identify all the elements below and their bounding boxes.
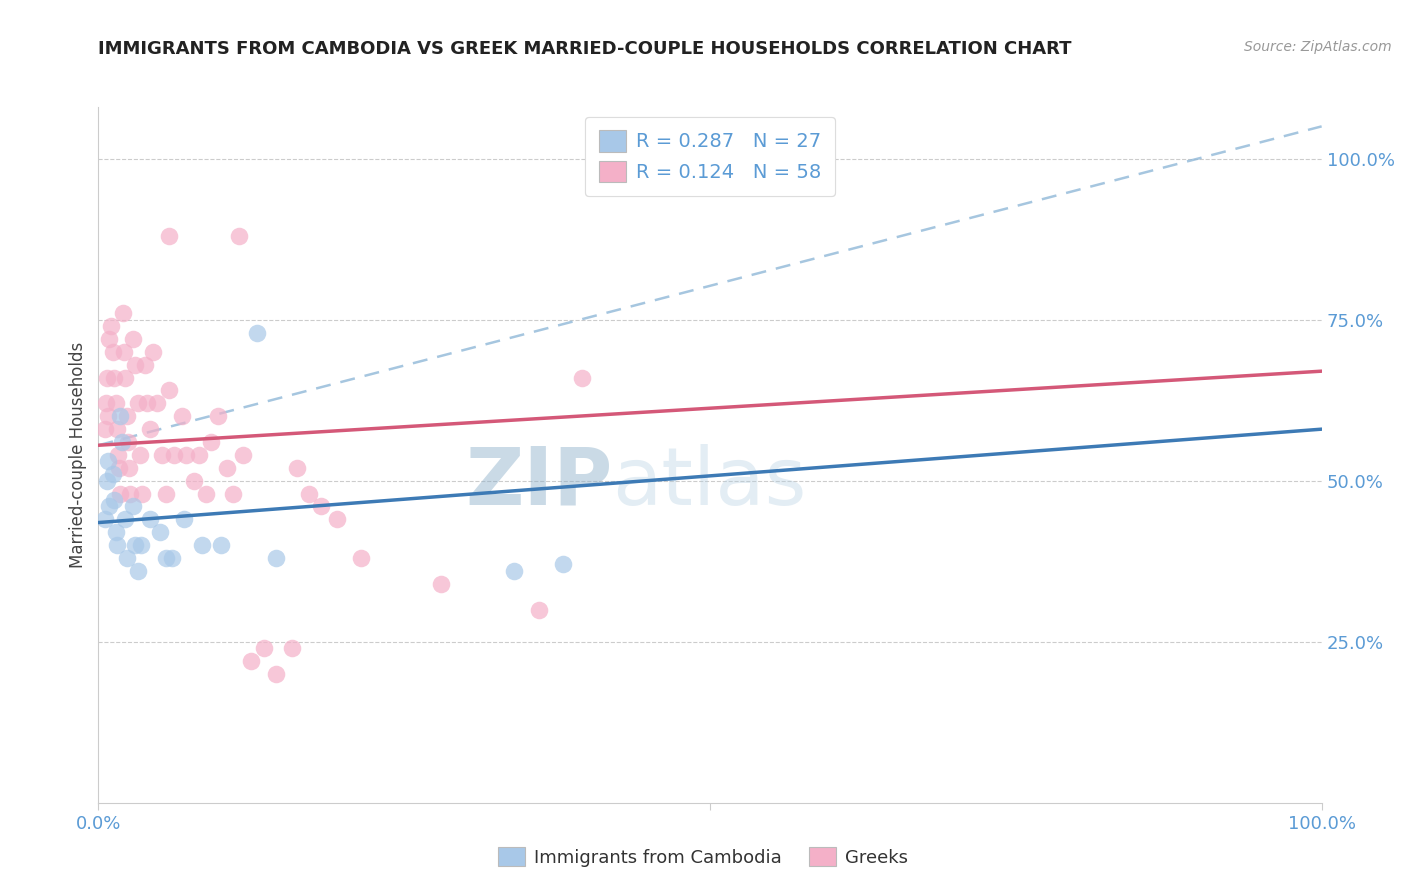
Point: [176, 448, 198, 462]
Point: [160, 551, 183, 566]
Point: [155, 486, 177, 500]
Point: [298, 486, 321, 500]
Point: [280, 641, 302, 656]
Point: [98, 500, 121, 514]
Point: [120, 486, 142, 500]
Point: [121, 500, 143, 514]
Text: atlas: atlas: [612, 443, 807, 522]
Point: [98, 332, 121, 346]
Point: [101, 467, 124, 482]
Point: [228, 228, 250, 243]
Point: [97, 454, 120, 468]
Point: [430, 576, 453, 591]
Point: [142, 344, 165, 359]
Point: [129, 538, 152, 552]
Point: [124, 358, 146, 372]
Point: [215, 460, 238, 475]
Point: [127, 564, 149, 578]
Point: [100, 319, 122, 334]
Point: [121, 332, 143, 346]
Point: [173, 512, 195, 526]
Point: [96, 474, 118, 488]
Point: [155, 551, 177, 566]
Point: [139, 422, 162, 436]
Point: [114, 512, 136, 526]
Point: [157, 384, 180, 398]
Point: [114, 370, 136, 384]
Point: [111, 435, 134, 450]
Point: [134, 358, 156, 372]
Point: [264, 551, 287, 566]
Point: [104, 396, 127, 410]
Point: [187, 448, 209, 462]
Y-axis label: Married-couple Households: Married-couple Households: [69, 342, 87, 568]
Point: [105, 422, 128, 436]
Point: [129, 448, 152, 462]
Point: [105, 538, 128, 552]
Point: [104, 525, 127, 540]
Point: [117, 435, 139, 450]
Point: [207, 409, 229, 424]
Point: [170, 409, 193, 424]
Point: [252, 641, 274, 656]
Point: [127, 396, 149, 410]
Point: [191, 538, 214, 552]
Point: [232, 448, 254, 462]
Point: [115, 409, 138, 424]
Point: [222, 486, 245, 500]
Point: [350, 551, 373, 566]
Point: [131, 486, 153, 500]
Point: [326, 512, 349, 526]
Point: [110, 409, 132, 424]
Point: [103, 493, 125, 508]
Point: [110, 486, 132, 500]
Point: [246, 326, 269, 340]
Point: [285, 460, 308, 475]
Point: [195, 486, 218, 500]
Point: [264, 667, 287, 681]
Point: [97, 409, 120, 424]
Point: [200, 435, 222, 450]
Point: [94, 396, 117, 410]
Point: [157, 228, 180, 243]
Point: [571, 370, 593, 384]
Point: [107, 448, 129, 462]
Point: [240, 654, 263, 668]
Point: [124, 538, 146, 552]
Point: [183, 474, 205, 488]
Legend: R = 0.287   N = 27, R = 0.124   N = 58: R = 0.287 N = 27, R = 0.124 N = 58: [585, 117, 835, 196]
Point: [146, 396, 169, 410]
Text: Source: ZipAtlas.com: Source: ZipAtlas.com: [1244, 40, 1392, 54]
Point: [118, 460, 141, 475]
Point: [149, 525, 172, 540]
Point: [101, 344, 124, 359]
Point: [527, 602, 550, 616]
Point: [112, 344, 135, 359]
Legend: Immigrants from Cambodia, Greeks: Immigrants from Cambodia, Greeks: [491, 840, 915, 874]
Point: [309, 500, 332, 514]
Text: ZIP: ZIP: [465, 443, 612, 522]
Point: [103, 370, 125, 384]
Point: [139, 512, 162, 526]
Point: [150, 448, 173, 462]
Point: [136, 396, 159, 410]
Point: [96, 370, 118, 384]
Point: [111, 306, 134, 320]
Point: [163, 448, 186, 462]
Point: [115, 551, 138, 566]
Point: [503, 564, 526, 578]
Point: [93, 512, 115, 526]
Text: IMMIGRANTS FROM CAMBODIA VS GREEK MARRIED-COUPLE HOUSEHOLDS CORRELATION CHART: IMMIGRANTS FROM CAMBODIA VS GREEK MARRIE…: [98, 40, 1071, 58]
Point: [553, 558, 575, 572]
Point: [93, 422, 115, 436]
Point: [108, 460, 131, 475]
Point: [209, 538, 232, 552]
